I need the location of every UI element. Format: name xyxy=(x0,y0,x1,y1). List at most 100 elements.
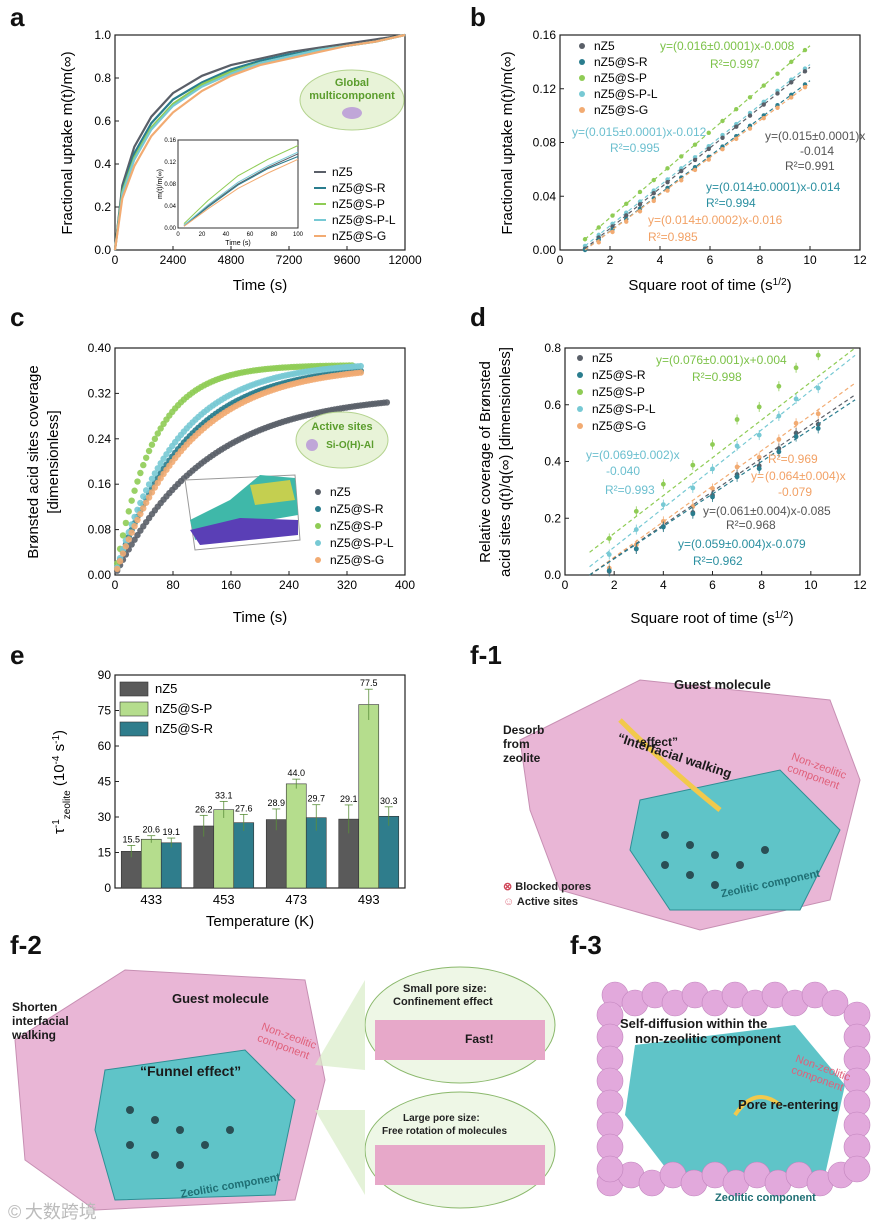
legend-label: nZ5@S-R xyxy=(594,55,648,69)
fit-equation-prefix-nZ5@S-G: y= xyxy=(751,469,764,483)
data-point-nZ5@S-P xyxy=(624,201,629,206)
legend-marker xyxy=(579,43,585,49)
legend-swatch xyxy=(119,721,149,737)
data-point-nZ5@S-G xyxy=(789,95,794,100)
f3-nonzeolitic-particle xyxy=(843,1155,871,1183)
y-tick-label: 75 xyxy=(98,704,112,718)
bar-value-label: 27.6 xyxy=(235,803,253,813)
f2-small-pore-slab xyxy=(375,1020,545,1060)
legend-label: nZ5@S-P-L xyxy=(330,536,394,550)
x-tick-label: 453 xyxy=(213,892,235,907)
bar-nZ5@S-R-493 xyxy=(378,815,400,889)
data-point-nZ5@S-P xyxy=(761,83,766,88)
series-line-nZ5 xyxy=(113,33,406,251)
x-tick-label: 4 xyxy=(660,578,667,592)
data-point-nZ5@S-P xyxy=(775,71,780,76)
legend-label: nZ5@S-G xyxy=(594,103,648,117)
x-tick-label: 6 xyxy=(709,578,716,592)
y-axis-label-2: acid sites q(t)/q(∞) [dimensionless] xyxy=(497,347,514,577)
fit-r2-nZ5@S-P: R²=0.998 xyxy=(692,370,742,384)
x-tick-label: 10 xyxy=(804,578,818,592)
data-point-nZ5@S-P-L xyxy=(660,502,666,508)
x-tick-label: 493 xyxy=(358,892,380,907)
x-axis-label: Square root of time (s1/2) xyxy=(628,277,791,295)
inset-line-nZ5 xyxy=(183,153,299,226)
data-point-nZ5 xyxy=(761,102,766,107)
legend-marker xyxy=(577,355,583,361)
data-point-nZ5@S-P xyxy=(137,469,144,477)
legend-marker xyxy=(577,389,583,395)
data-point-nZ5 xyxy=(802,69,808,74)
bar-value-label: 28.9 xyxy=(267,798,285,808)
y-tick-label: 0.40 xyxy=(88,341,112,355)
inset-y-tick-label: 0.04 xyxy=(164,204,176,210)
plot-frame xyxy=(114,34,406,251)
chart-a: 0 2400 4800 7200 9600 12000 0.0 0.2 0.4 0.6 0.8 1.0… xyxy=(59,28,422,294)
badge-subtitle: Si-O(H)-Al xyxy=(326,440,374,451)
y-axis-label: Fractional uptake m(t)/m(∞) xyxy=(499,51,516,234)
y-axis-label: τ-1zeolite (10-4 s-1) xyxy=(51,730,73,834)
data-point-nZ5@S-P xyxy=(610,213,615,218)
y-tick-label: 0.4 xyxy=(544,455,561,469)
legend-swatch xyxy=(119,681,149,697)
bar-nZ5@S-P-493 xyxy=(358,704,380,889)
panel-label-e: e xyxy=(10,640,25,670)
fit-line-nZ5@S-P xyxy=(584,45,811,240)
legend-label: nZ5 xyxy=(332,165,353,179)
fit-line-nZ5@S-G xyxy=(589,382,856,576)
data-point-nZ5 xyxy=(789,80,794,85)
y-tick-label: 0.04 xyxy=(533,189,557,203)
panel-label-a: a xyxy=(10,2,25,32)
y-tick-label: 0.0 xyxy=(544,568,561,582)
inset-y-tick-label: 0.00 xyxy=(164,226,176,232)
data-point-nZ5@S-G xyxy=(734,464,740,470)
y-tick-label: 0 xyxy=(104,881,111,895)
x-tick-label: 8 xyxy=(758,578,765,592)
data-point-nZ5@S-G xyxy=(815,411,821,417)
bar-value-label: 33.1 xyxy=(215,790,233,800)
data-point-nZ5@S-P xyxy=(756,404,762,410)
legend-marker xyxy=(577,423,583,429)
data-point-nZ5@S-P xyxy=(596,225,601,230)
legend-label: nZ5@S-P xyxy=(592,385,645,399)
fit-r2-nZ5@S-R: R²=0.962 xyxy=(693,554,743,568)
chart-b: 0 2 4 6 8 10 12 0.00 0.04 0.08 0.12 0.16 Square root… xyxy=(499,28,867,295)
x-tick-label: 9600 xyxy=(334,253,361,267)
f2-funnel-label: “Funnel effect” xyxy=(140,1063,242,1079)
y-axis-label: Brønsted acid sites coverage xyxy=(25,365,42,558)
y-tick-label: 90 xyxy=(98,668,112,682)
legend-label: nZ5 xyxy=(594,39,615,53)
y-tick-label: 15 xyxy=(98,846,112,860)
data-point-nZ5@S-G xyxy=(706,157,711,162)
f1-legend-blocked: ⊗ Blocked pores xyxy=(503,880,591,893)
x-tick-label: 2 xyxy=(611,578,618,592)
inset-line-nZ5@S-G xyxy=(183,158,299,227)
fit-line-nZ5@S-G xyxy=(584,82,811,251)
data-point-nZ5 xyxy=(720,135,725,140)
data-point-nZ5 xyxy=(383,399,391,406)
data-point-nZ5@S-P xyxy=(637,189,643,195)
data-point-nZ5@S-P xyxy=(633,508,639,514)
data-point-nZ5@S-G xyxy=(154,479,161,487)
y-tick-label: 0.2 xyxy=(544,511,561,525)
y-tick-label: 0.12 xyxy=(533,82,557,96)
data-point-nZ5@S-P-L xyxy=(142,487,150,494)
data-point-nZ5@S-R xyxy=(734,474,740,480)
data-point-nZ5@S-G xyxy=(125,536,132,543)
data-point-nZ5@S-P xyxy=(793,365,799,371)
x-tick-label: 2400 xyxy=(160,253,187,267)
illustration-f3 xyxy=(596,981,871,1197)
f3-nonzeolitic-particle xyxy=(596,1155,624,1183)
f2-guest-label: Guest molecule xyxy=(172,991,269,1006)
data-point-nZ5@S-G xyxy=(131,522,138,530)
legend-label: nZ5@S-G xyxy=(592,419,646,433)
illustration-f1 xyxy=(519,679,861,931)
fit-equation-nZ5: y=(0.061±0.004)x-0.085 xyxy=(703,504,831,518)
bar-nZ5@S-R-453 xyxy=(233,822,255,889)
f3-reenter-label: Pore re-entering xyxy=(738,1097,839,1112)
legend-label: nZ5@S-R xyxy=(155,721,213,736)
data-point-nZ5@S-G xyxy=(624,219,629,224)
active-site-molecule-icon xyxy=(306,439,318,451)
y-tick-label: 0.08 xyxy=(533,136,557,150)
